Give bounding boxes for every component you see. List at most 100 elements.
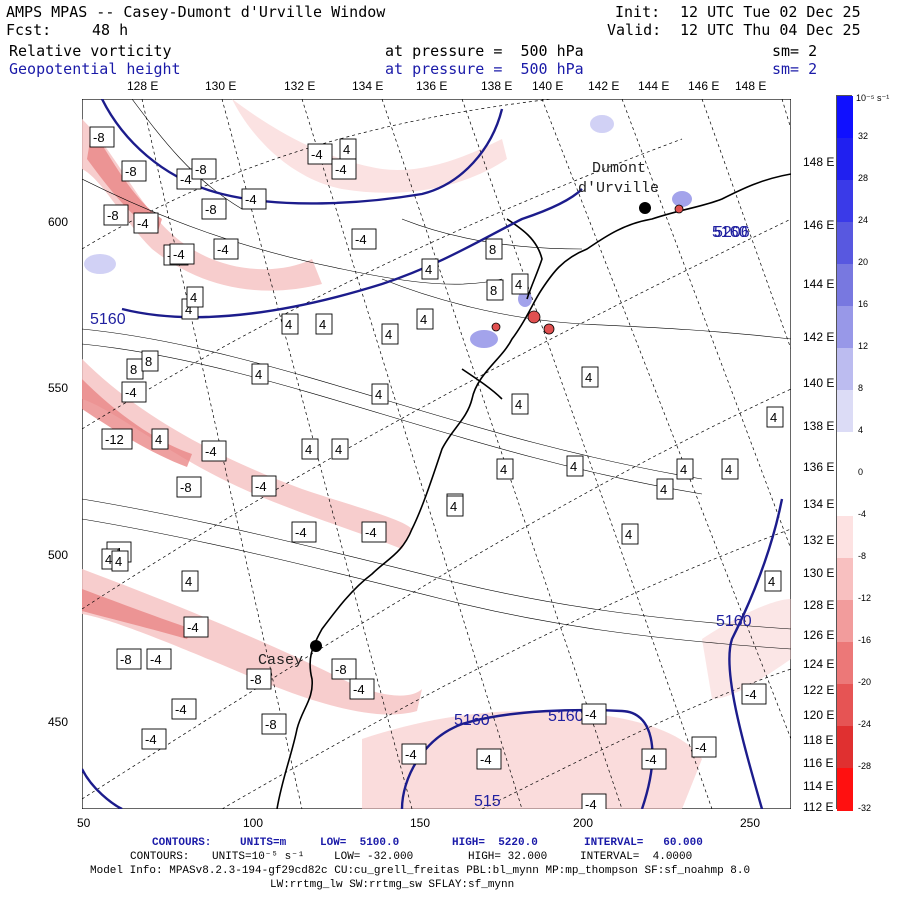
bottom-axis-label: 100 (243, 816, 264, 830)
height-contour-label: 5160 (716, 613, 752, 630)
svg-text:4: 4 (385, 327, 392, 342)
right-lon-label: 136 E (803, 460, 835, 474)
svg-text:-4: -4 (365, 525, 377, 540)
svg-text:4: 4 (105, 552, 112, 567)
right-lon-label: 134 E (803, 497, 835, 511)
positive-vorticity-shading (84, 115, 692, 348)
svg-text:-4: -4 (353, 682, 365, 697)
colorbar-tick: 32 (858, 131, 869, 141)
vorticity-contour-label: 4 (656, 478, 674, 500)
station-dot-dumont (639, 202, 651, 214)
colorbar-swatch (837, 474, 853, 517)
svg-text:8: 8 (145, 354, 152, 369)
field2-name: Geopotential height (9, 60, 181, 78)
colorbar-swatch (837, 180, 853, 223)
field2-sm: sm= 2 (772, 60, 818, 78)
right-lon-label: 116 E (803, 756, 834, 770)
svg-text:8: 8 (490, 283, 497, 298)
vorticity-contour-label: -8 (191, 158, 217, 180)
vorticity-contour-label: 4 (315, 313, 333, 335)
svg-text:-4: -4 (205, 444, 217, 459)
left-axis-label: 450 (48, 715, 69, 729)
init-label: Init: (615, 3, 661, 21)
svg-text:-4: -4 (187, 620, 199, 635)
right-lon-label: 122 E (803, 683, 835, 697)
vorticity-contour-label: -4 (183, 616, 209, 638)
left-axis-label: 550 (48, 381, 69, 395)
vorticity-contour-label: -4 (331, 158, 357, 180)
svg-text:-4: -4 (311, 147, 323, 162)
vorticity-contour-label: -8 (201, 198, 227, 220)
vorticity-contour-label: 4 (331, 438, 349, 460)
footer-line1-units: UNITS=m (240, 837, 287, 849)
svg-text:4: 4 (585, 370, 592, 385)
top-lon-label: 146 E (688, 79, 720, 93)
vorticity-contour-label: -4 (213, 238, 239, 260)
vorticity-contour-label: 4 (421, 258, 439, 280)
vorticity-contour-label: 4 (721, 458, 739, 480)
svg-text:-4: -4 (295, 525, 307, 540)
colorbar-swatch (837, 264, 853, 307)
vorticity-contour-label: -8 (331, 658, 357, 680)
vorticity-contour-label: 8 (126, 358, 144, 380)
vorticity-contour-label: -4 (146, 648, 172, 670)
vorticity-contour-label: 4 (766, 406, 784, 428)
vorticity-contour-label: 8 (141, 350, 159, 372)
valid-label: Valid: (607, 21, 662, 39)
left-axis-label: 600 (48, 215, 69, 229)
footer-line2-units: UNITS=10⁻⁵ s⁻¹ (212, 851, 305, 863)
vorticity-contour-label: -4 (121, 381, 147, 403)
top-lon-label: 138 E (481, 79, 513, 93)
colorbar-tick: 16 (858, 299, 869, 309)
vorticity-contour-label: -4 (476, 748, 502, 770)
colorbar-swatch (837, 768, 853, 811)
vorticity-contour-label: 4 (186, 286, 204, 308)
colorbar-tick: -8 (858, 551, 867, 561)
right-lon-label: 124 E (803, 657, 835, 671)
svg-text:4: 4 (515, 277, 522, 292)
svg-text:4: 4 (190, 290, 197, 305)
right-lon-label: 126 E (803, 628, 835, 642)
vorticity-contour-label: 4 (621, 523, 639, 545)
svg-text:-4: -4 (173, 247, 185, 262)
vorticity-contour-label: 4 (281, 313, 299, 335)
svg-text:8: 8 (489, 242, 496, 257)
vorticity-contour-label: -4 (349, 678, 375, 700)
fcst-label: Fcst: (6, 21, 52, 39)
svg-text:-4: -4 (137, 216, 149, 231)
svg-text:-8: -8 (125, 164, 137, 179)
svg-text:-8: -8 (93, 130, 105, 145)
footer-line2-high: HIGH= 32.000 (468, 851, 548, 863)
colorbar-tick: 12 (858, 341, 869, 351)
valid-value: 12 UTC Thu 04 Dec 25 (680, 21, 861, 39)
vorticity-contour-label: -4 (581, 703, 607, 725)
svg-text:4: 4 (500, 462, 507, 477)
svg-text:4: 4 (255, 367, 262, 382)
vorticity-contour-label: 4 (381, 323, 399, 345)
colorbar-swatch (837, 516, 853, 559)
vorticity-contour-label: 4 (676, 458, 694, 480)
footer-line1-interval: INTERVAL= 60.000 (584, 837, 703, 849)
colorbar-tick: -28 (858, 761, 872, 771)
graticule (82, 99, 791, 809)
svg-text:4: 4 (660, 482, 667, 497)
vorticity-contour-label: 4 (581, 366, 599, 388)
top-lon-label: 128 E (127, 79, 159, 93)
svg-text:-8: -8 (107, 208, 119, 223)
height-contour-label: 5160 (712, 224, 748, 241)
svg-text:-4: -4 (150, 652, 162, 667)
field1-sm: sm= 2 (772, 42, 818, 60)
vorticity-contour-label: 4 (511, 273, 529, 295)
svg-text:4: 4 (680, 462, 687, 477)
top-lon-label: 136 E (416, 79, 448, 93)
svg-text:4: 4 (335, 442, 342, 457)
svg-text:4: 4 (285, 317, 292, 332)
vorticity-contour-label: -4 (241, 188, 267, 210)
vorticity-contour-label: -12 (101, 428, 133, 450)
colorbar (836, 95, 853, 811)
bottom-axis-label: 50 (77, 816, 91, 830)
svg-text:-4: -4 (585, 707, 597, 722)
height-contour-label: 515 (474, 793, 501, 809)
svg-text:-4: -4 (645, 752, 657, 767)
vorticity-contour-label: -4 (691, 736, 717, 758)
